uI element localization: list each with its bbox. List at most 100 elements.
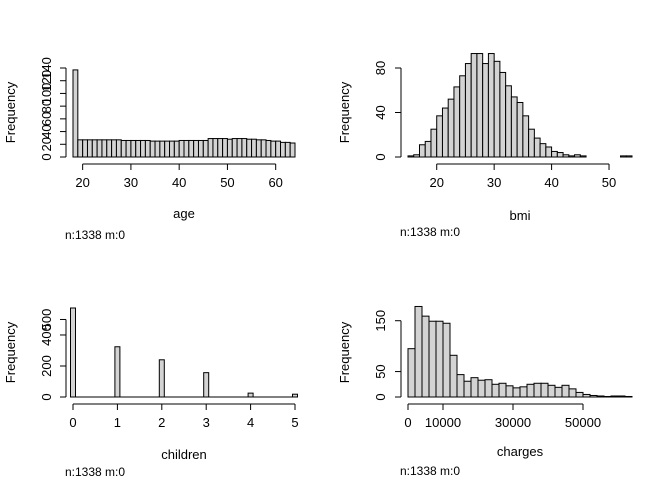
x-tick-label: 50: [220, 175, 234, 190]
bar: [430, 128, 438, 158]
x-tick-label: 50: [602, 175, 616, 190]
bar: [130, 139, 137, 158]
bar: [476, 53, 484, 158]
bar: [470, 377, 479, 398]
bar: [72, 69, 79, 158]
x-tick-label: 30: [487, 175, 501, 190]
bar: [135, 139, 142, 158]
bar: [173, 140, 180, 158]
bar: [620, 155, 627, 158]
bar: [111, 139, 117, 158]
bar-2: [158, 359, 165, 398]
bar: [545, 146, 553, 158]
x-axis-title: children: [161, 447, 207, 462]
bar: [178, 139, 185, 158]
bar: [193, 139, 199, 158]
y-tick-label: 140: [39, 57, 54, 79]
bar: [207, 138, 214, 158]
bar: [463, 380, 472, 398]
bar: [418, 144, 426, 158]
x-tick-label: 10000: [425, 415, 461, 430]
bar: [589, 394, 598, 398]
bar: [86, 139, 93, 158]
bar: [528, 128, 535, 158]
y-tick-label: 100: [39, 83, 54, 105]
bar: [115, 139, 122, 158]
bar: [183, 139, 190, 158]
y-tick-label: 500: [39, 309, 54, 331]
histogram-panel-age: 20 30 40 50 60020406080100120140ageFrequency…: [3, 57, 296, 242]
x-tick-label: 2: [158, 415, 165, 430]
bar: [512, 387, 521, 398]
x-tick-label: 40: [544, 175, 558, 190]
y-tick-label: 50: [373, 364, 388, 378]
bar: [568, 388, 577, 398]
bar: [624, 395, 633, 398]
bar: [413, 154, 420, 158]
bar: [459, 75, 466, 158]
bar: [212, 138, 219, 158]
bar: [77, 139, 84, 158]
bar-1: [114, 346, 121, 398]
bar: [603, 395, 612, 398]
bar: [499, 71, 507, 158]
bar: [556, 152, 564, 158]
y-tick-label: 40: [373, 105, 388, 119]
sample-size-note: n:1338 m:0: [400, 225, 460, 239]
bar: [456, 374, 465, 398]
bar: [82, 139, 88, 158]
bar: [125, 139, 132, 158]
bar: [236, 138, 243, 158]
x-tick-label: 40: [172, 175, 186, 190]
bar: [120, 139, 127, 158]
bar: [464, 63, 472, 158]
x-tick-label: 5: [291, 415, 298, 430]
x-tick-label: 50000: [565, 415, 601, 430]
bar: [144, 139, 151, 158]
x-axis-title: bmi: [510, 208, 531, 223]
bar: [421, 315, 430, 398]
bar: [582, 393, 591, 398]
sample-size-note: n:1338 m:0: [65, 465, 125, 479]
bar: [188, 139, 195, 158]
bar: [533, 137, 541, 158]
y-tick-label: 120: [39, 70, 54, 92]
bar: [91, 139, 98, 158]
bar-4: [247, 392, 254, 398]
bar: [568, 155, 576, 158]
y-tick-label: 80: [39, 99, 54, 113]
bar: [164, 140, 171, 158]
bar: [169, 140, 175, 158]
y-tick-label: 150: [373, 310, 388, 332]
bar: [414, 305, 423, 398]
y-tick-label: 0: [39, 393, 54, 400]
bar: [251, 138, 257, 158]
x-tick-label: 30000: [495, 415, 531, 430]
bar: [477, 379, 486, 398]
histogram-panel-charges: 0 10000 30000 50000 0 50 150 charges Frequency n:…: [337, 305, 633, 478]
y-axis-title: Frequency: [3, 81, 18, 143]
x-tick-label: 60: [268, 175, 282, 190]
bar: [289, 142, 296, 158]
bar: [407, 155, 415, 158]
bar: [579, 155, 587, 158]
bar: [493, 60, 501, 158]
x-tick-label: 20: [75, 175, 89, 190]
sample-size-note: n:1338 m:0: [400, 464, 460, 478]
bar: [222, 138, 228, 158]
bar-3: [203, 372, 210, 398]
bar: [149, 140, 156, 158]
y-tick-label: 80: [373, 61, 388, 75]
bar: [449, 354, 458, 398]
y-axis-title: Frequency: [337, 321, 352, 383]
bar: [428, 320, 437, 398]
y-tick-label: 60: [39, 112, 54, 126]
bar: [505, 385, 514, 398]
bar: [484, 379, 493, 398]
bar: [436, 115, 443, 158]
bar: [101, 139, 108, 158]
y-axis-title: Frequency: [337, 81, 352, 143]
bar: [275, 140, 282, 158]
bar: [255, 139, 262, 158]
